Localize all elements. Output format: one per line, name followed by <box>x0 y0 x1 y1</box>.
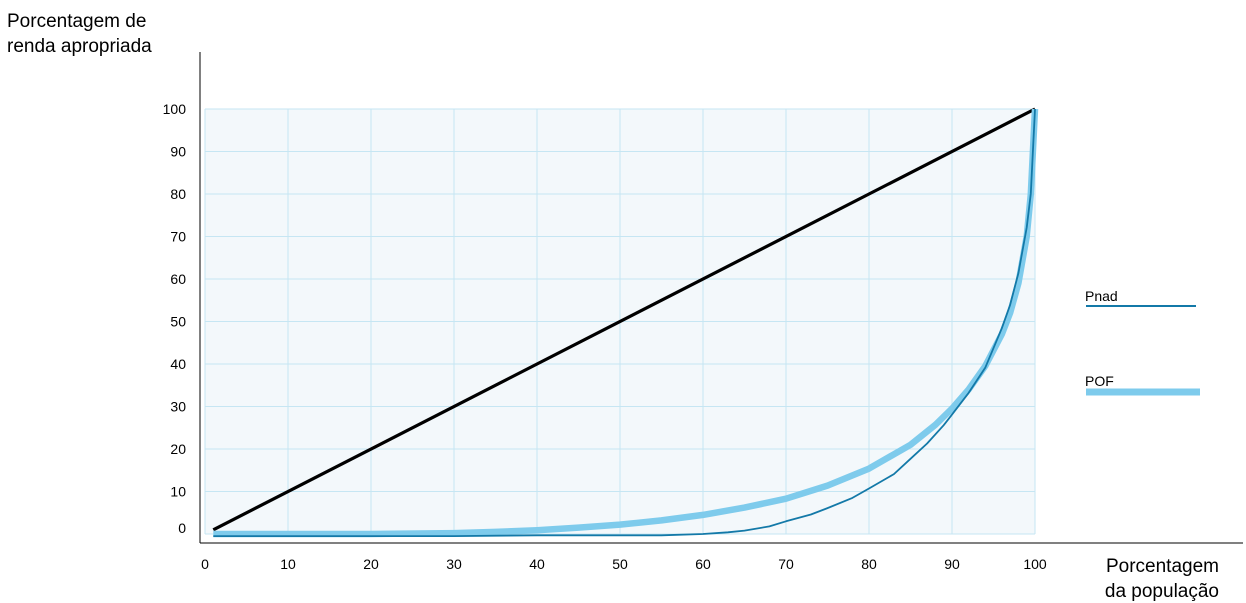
x-tick-label: 70 <box>778 556 794 572</box>
y-tick-label: 90 <box>170 144 186 160</box>
y-tick-label: 70 <box>170 229 186 245</box>
y-axis-title-line-2: renda apropriada <box>7 36 152 57</box>
legend-label-pof: POF <box>1085 373 1114 389</box>
x-axis-title-line-1: Porcentagem <box>1106 556 1219 577</box>
y-tick-labels: 0 10 20 30 40 50 60 70 80 90 100 <box>163 101 187 536</box>
series-line-pnad <box>213 108 1036 537</box>
y-tick-label: 50 <box>170 314 186 330</box>
y-tick-label: 40 <box>170 356 186 372</box>
x-tick-label: 80 <box>861 556 877 572</box>
x-tick-label: 10 <box>280 556 296 572</box>
x-tick-label: 50 <box>612 556 628 572</box>
y-tick-label: 10 <box>170 484 186 500</box>
y-tick-label: 20 <box>170 441 186 457</box>
y-tick-label: 100 <box>163 101 187 117</box>
axes <box>199 52 1243 544</box>
x-tick-label: 100 <box>1023 556 1047 572</box>
x-tick-label: 90 <box>944 556 960 572</box>
x-tick-labels: 0 10 20 30 40 50 60 70 80 90 100 <box>201 556 1047 572</box>
grid <box>204 108 1036 535</box>
legend: Pnad POF <box>1085 288 1200 396</box>
y-tick-label: 30 <box>170 399 186 415</box>
y-axis-title-line-1: Porcentagem de <box>7 11 146 32</box>
x-tick-label: 20 <box>363 556 379 572</box>
series-line-pof <box>213 108 1039 538</box>
series <box>212 107 1039 538</box>
series-line-equality <box>212 107 1036 532</box>
y-tick-label: 80 <box>170 186 186 202</box>
x-tick-label: 0 <box>201 556 209 572</box>
legend-label-pnad: Pnad <box>1085 288 1118 304</box>
x-tick-label: 30 <box>446 556 462 572</box>
y-tick-label: 60 <box>170 271 186 287</box>
x-tick-label: 40 <box>529 556 545 572</box>
y-tick-label: 0 <box>178 520 186 536</box>
x-axis-title-line-2: da população <box>1105 581 1219 602</box>
x-tick-label: 60 <box>695 556 711 572</box>
